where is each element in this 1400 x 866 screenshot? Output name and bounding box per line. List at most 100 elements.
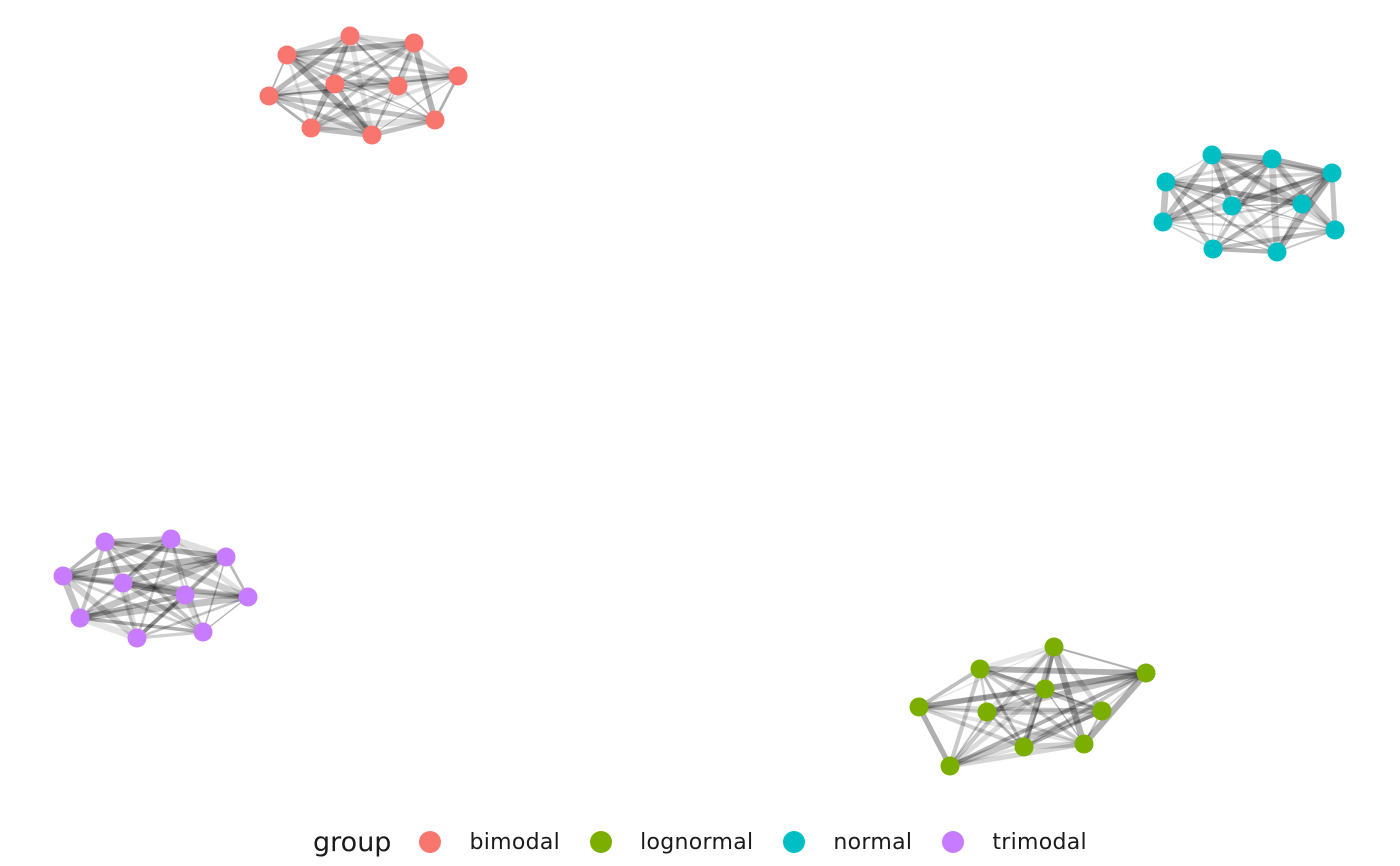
edge-normal xyxy=(1160,152,1215,225)
edge-normal xyxy=(1230,157,1274,208)
node-bimodal xyxy=(448,66,468,86)
edge-trimodal xyxy=(76,593,252,622)
node-normal xyxy=(1203,239,1223,259)
edge-lognormal xyxy=(1022,709,1104,749)
edge-lognormal xyxy=(978,667,1047,691)
edge-normal xyxy=(1268,155,1281,256)
edge-normal xyxy=(1163,179,1216,252)
edge-lognormal xyxy=(984,708,1105,715)
node-bimodal xyxy=(277,45,297,65)
edge-normal xyxy=(1229,170,1335,209)
edge-trimodal xyxy=(168,536,251,600)
edge-trimodal xyxy=(135,593,187,640)
node-lognormal xyxy=(1014,737,1034,757)
edge-lognormal xyxy=(1021,644,1057,750)
edge-normal xyxy=(1268,155,1339,234)
edge-bimodal xyxy=(266,93,438,123)
node-normal xyxy=(1202,145,1222,165)
legend-swatch-lognormal xyxy=(590,831,613,853)
edge-normal xyxy=(1212,203,1303,250)
edge-lognormal xyxy=(1022,687,1047,749)
node-normal xyxy=(1267,242,1287,262)
node-bimodal xyxy=(388,76,408,96)
edge-lognormal xyxy=(1100,671,1148,713)
edge-lognormal xyxy=(1080,669,1150,748)
node-normal xyxy=(1156,172,1176,192)
edge-bimodal xyxy=(283,51,376,139)
edge-trimodal xyxy=(101,538,252,601)
edge-lognormal xyxy=(978,667,1086,746)
edge-bimodal xyxy=(268,75,459,97)
edge-trimodal xyxy=(135,595,250,640)
legend-item-trimodal: trimodal xyxy=(942,830,1087,855)
edge-bimodal xyxy=(266,93,375,138)
edge-bimodal xyxy=(284,52,401,89)
edge-normal xyxy=(1163,179,1305,207)
edge-lognormal xyxy=(917,705,989,714)
legend-swatch-normal xyxy=(783,831,806,853)
edge-lognormal xyxy=(947,741,1087,769)
edge-normal xyxy=(1269,156,1335,176)
node-trimodal xyxy=(161,529,181,549)
edge-bimodal xyxy=(284,33,353,58)
edge-trimodal xyxy=(59,572,141,642)
node-lognormal xyxy=(1044,637,1064,657)
edge-bimodal xyxy=(347,33,461,79)
edge-lognormal xyxy=(948,671,1148,768)
node-trimodal xyxy=(193,622,213,642)
edge-trimodal xyxy=(78,616,205,634)
legend-label-trimodal: trimodal xyxy=(992,829,1087,855)
legend-swatch-trimodal xyxy=(942,831,965,853)
edge-trimodal xyxy=(119,579,189,599)
edge-trimodal xyxy=(182,592,251,600)
node-bimodal xyxy=(340,26,360,46)
edge-bimodal xyxy=(308,83,401,131)
edge-bimodal xyxy=(285,53,313,130)
edge-normal xyxy=(1164,171,1334,184)
edge-trimodal xyxy=(77,592,188,621)
edge-bimodal xyxy=(411,40,438,123)
edge-trimodal xyxy=(102,539,229,560)
edge-normal xyxy=(1211,154,1214,250)
edge-bimodal xyxy=(266,33,353,99)
node-bimodal xyxy=(362,125,382,145)
edge-lognormal xyxy=(916,704,953,769)
edge-lognormal xyxy=(916,704,1027,750)
node-normal xyxy=(1325,220,1345,240)
edge-lognormal xyxy=(947,644,1057,769)
legend-label-bimodal: bimodal xyxy=(469,829,561,855)
node-trimodal xyxy=(127,628,147,648)
edge-trimodal xyxy=(202,596,249,633)
node-lognormal xyxy=(1074,734,1094,754)
edge-bimodal xyxy=(308,125,375,138)
legend-title: group xyxy=(313,826,392,858)
edge-normal xyxy=(1210,246,1280,255)
edge-bimodal xyxy=(334,83,436,121)
node-lognormal xyxy=(970,659,990,679)
node-normal xyxy=(1222,196,1242,216)
node-bimodal xyxy=(425,110,445,130)
node-lognormal xyxy=(909,697,929,717)
edge-trimodal xyxy=(61,574,205,634)
edge-normal xyxy=(1162,221,1278,253)
legend-label-normal: normal xyxy=(833,829,913,855)
edge-normal xyxy=(1209,152,1338,233)
edge-bimodal xyxy=(309,74,460,130)
edge-bimodal xyxy=(332,81,375,138)
edge-lognormal xyxy=(947,666,983,769)
edge-bimodal xyxy=(286,54,436,121)
edge-bimodal xyxy=(369,117,438,138)
edge-trimodal xyxy=(76,614,141,642)
node-lognormal xyxy=(1035,679,1055,699)
edge-lognormal xyxy=(977,644,1057,672)
node-normal xyxy=(1262,149,1282,169)
legend: group bimodal lognormal normal trimodal xyxy=(0,818,1400,866)
legend-item-bimodal: bimodal xyxy=(419,830,560,855)
edge-normal xyxy=(1211,157,1274,251)
node-trimodal xyxy=(216,547,236,567)
edge-lognormal xyxy=(1051,644,1105,714)
edge-lognormal xyxy=(1041,669,1150,693)
legend-item-normal: normal xyxy=(783,830,912,855)
edge-bimodal xyxy=(349,35,436,121)
